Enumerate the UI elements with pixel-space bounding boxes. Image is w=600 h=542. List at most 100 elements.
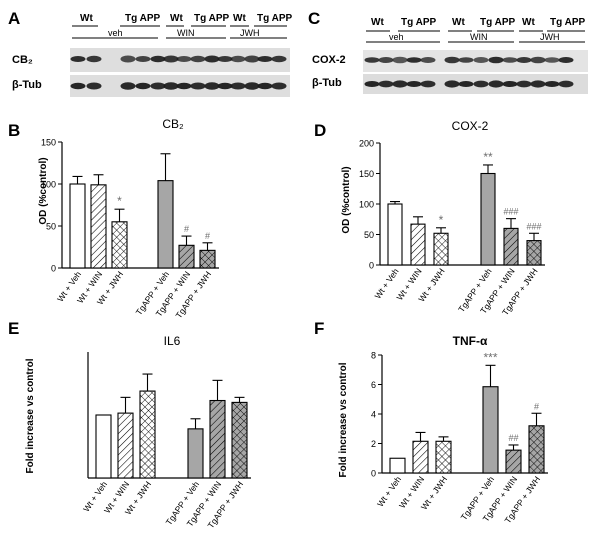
blot-band xyxy=(230,55,246,63)
western-blot-c: Wt Tg APP Wt Tg APP Wt Tg APP veh WIN JW… xyxy=(312,17,588,94)
chart-d-title: COX-2 xyxy=(452,119,489,133)
blot-c-row-tub: β-Tub xyxy=(312,77,342,89)
y-tick-label: 0 xyxy=(51,264,56,274)
chart-e-ylabel: Fold increase vs control xyxy=(25,358,36,473)
blot-band xyxy=(488,56,504,64)
blot-c-label-wt3: Wt xyxy=(522,17,535,28)
bar xyxy=(117,412,134,479)
y-tick-label: 2 xyxy=(371,439,376,449)
significance-label: ## xyxy=(508,433,518,443)
blot-band xyxy=(458,57,474,63)
bar xyxy=(209,399,226,479)
bar xyxy=(231,401,248,479)
blot-band xyxy=(70,56,86,62)
blot-band xyxy=(502,57,518,63)
bar xyxy=(480,172,496,266)
y-tick-label: 0 xyxy=(369,261,374,271)
blot-band xyxy=(516,56,532,64)
blot-band xyxy=(544,80,560,88)
blot-band xyxy=(544,57,560,63)
chart-e-title: IL6 xyxy=(164,334,181,348)
panel-letter-a: A xyxy=(8,9,20,28)
panel-letter-f: F xyxy=(314,319,324,338)
blot-band xyxy=(217,56,233,62)
bar xyxy=(482,386,499,474)
blot-band xyxy=(473,56,489,64)
blot-a-group-win: WIN xyxy=(177,28,195,38)
blot-band xyxy=(458,80,474,88)
bar xyxy=(187,428,204,479)
significance-label: * xyxy=(117,194,122,208)
bar xyxy=(503,227,519,266)
bar xyxy=(111,221,128,269)
blot-c-group-veh: veh xyxy=(389,32,404,42)
significance-label: ### xyxy=(503,207,518,217)
y-tick-label: 100 xyxy=(359,200,374,210)
blot-band xyxy=(190,55,206,63)
blot-band xyxy=(558,80,574,88)
bar xyxy=(199,249,216,269)
blot-band xyxy=(406,57,422,63)
blot-band xyxy=(271,55,287,63)
bar xyxy=(410,223,426,266)
blot-a-label-tg2: Tg APP xyxy=(194,13,230,24)
blot-band xyxy=(488,80,504,88)
blot-a-label-tg1: Tg APP xyxy=(125,13,161,24)
blot-band xyxy=(392,80,408,88)
blot-band xyxy=(444,80,460,88)
blot-band xyxy=(135,82,151,90)
significance-label: ** xyxy=(483,150,493,164)
blot-c-group-jwh: JWH xyxy=(540,32,560,42)
blot-c-label-tg3: Tg APP xyxy=(550,17,586,28)
blot-c-label-tg1: Tg APP xyxy=(401,17,437,28)
blot-band xyxy=(204,55,220,63)
panel-letter-e: E xyxy=(8,319,19,338)
y-tick-label: 50 xyxy=(364,230,374,240)
blot-band xyxy=(392,56,408,64)
blot-band xyxy=(204,82,220,90)
blot-band xyxy=(230,82,246,90)
blot-c-label-wt2: Wt xyxy=(452,17,465,28)
bar xyxy=(139,390,156,479)
blot-band xyxy=(516,80,532,88)
chart-d-ylabel: OD (%control) xyxy=(341,166,352,233)
bar xyxy=(435,440,452,474)
blot-a-row-cb2: CB₂ xyxy=(12,54,33,66)
blot-band xyxy=(176,56,192,62)
blot-band xyxy=(378,80,394,88)
blot-band xyxy=(70,82,86,90)
blot-band xyxy=(473,80,489,88)
blot-band xyxy=(120,55,136,63)
bar xyxy=(95,414,112,479)
y-tick-label: 4 xyxy=(371,410,376,420)
blot-band xyxy=(150,55,166,63)
bar xyxy=(505,449,522,474)
significance-label: # xyxy=(534,401,539,411)
y-tick-label: 150 xyxy=(359,169,374,179)
blot-band xyxy=(257,56,273,62)
bar xyxy=(433,232,449,266)
blot-c-group-win: WIN xyxy=(470,32,488,42)
chart-e: IL6 Fold increase vs control Wt + VehWt … xyxy=(25,334,251,530)
y-tick-label: 8 xyxy=(371,351,376,361)
significance-label: ### xyxy=(526,221,541,231)
blot-band xyxy=(163,82,179,90)
chart-b-ylabel: OD (%control) xyxy=(38,157,49,224)
bar xyxy=(528,425,545,474)
blot-a-group-veh: veh xyxy=(108,28,123,38)
blot-band xyxy=(444,56,460,64)
panel-letter-c: C xyxy=(308,9,320,28)
bar xyxy=(157,180,174,269)
blot-band xyxy=(364,80,380,88)
blot-a-label-tg3: Tg APP xyxy=(257,13,293,24)
bar xyxy=(178,244,195,269)
chart-f-title: TNF-α xyxy=(453,334,488,348)
blot-c-row-cox2: COX-2 xyxy=(312,54,346,66)
y-tick-label: 6 xyxy=(371,380,376,390)
blot-a-label-wt3: Wt xyxy=(233,13,246,24)
y-tick-label: 0 xyxy=(371,469,376,479)
blot-band xyxy=(244,82,260,90)
